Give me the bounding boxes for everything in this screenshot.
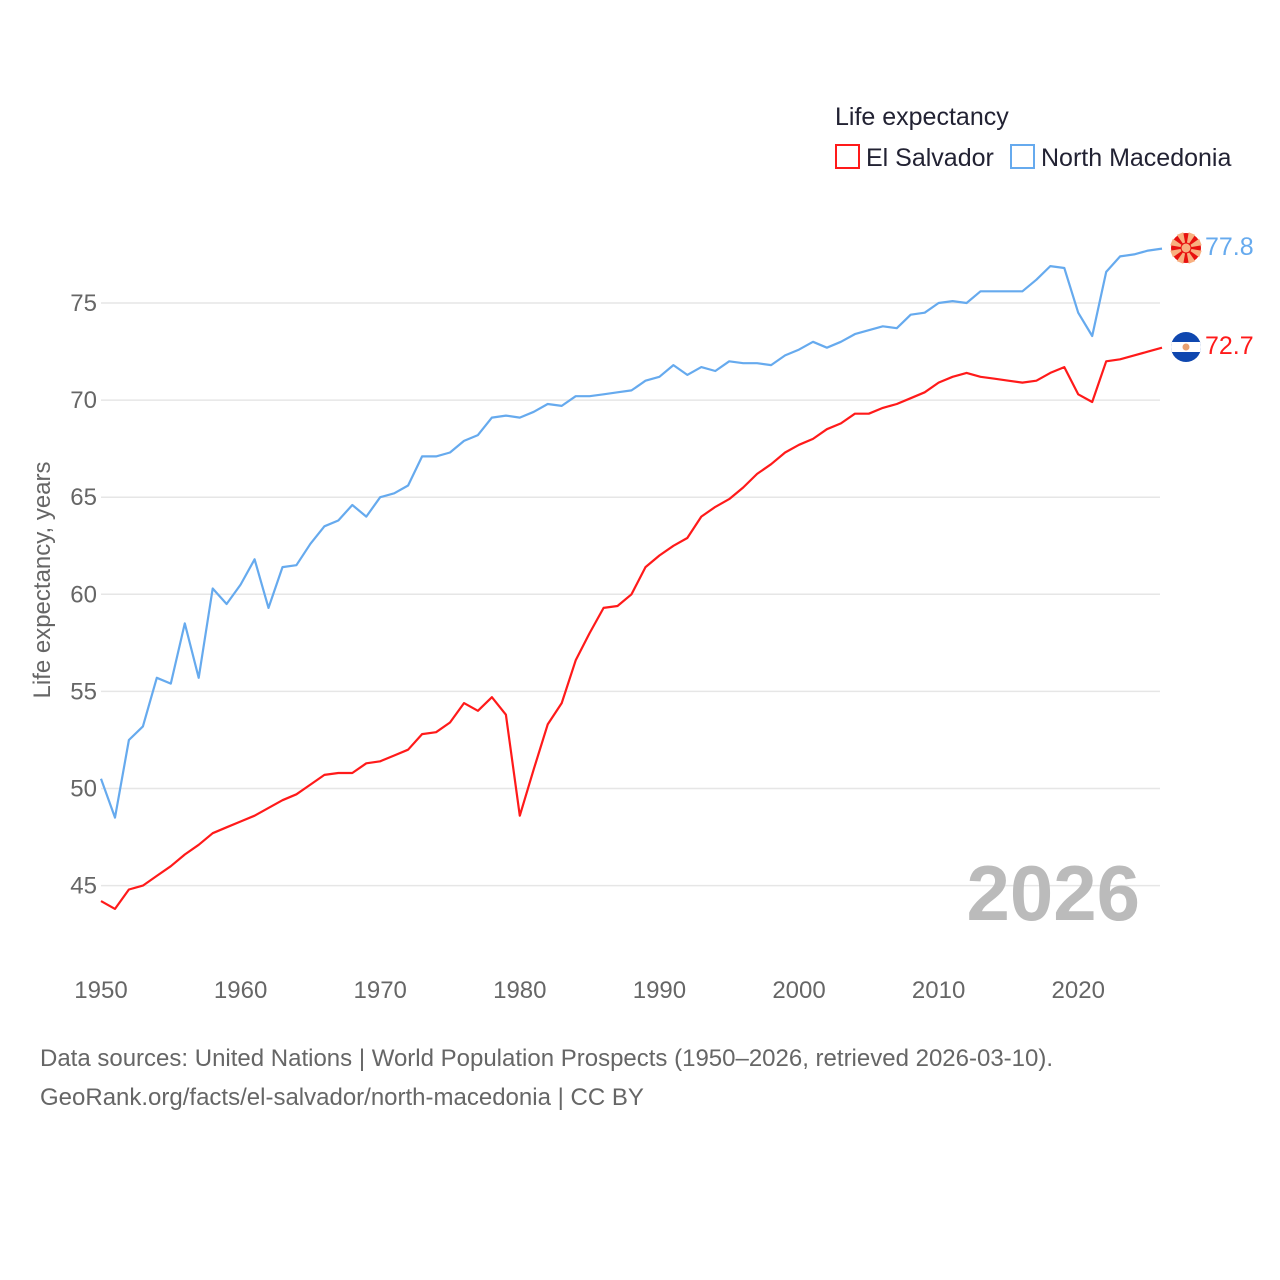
series-lines bbox=[99, 247, 1163, 911]
legend-swatch-north-macedonia bbox=[1010, 144, 1035, 169]
y-tick-50: 50 bbox=[70, 776, 97, 803]
gridlines bbox=[101, 302, 1160, 887]
y-tick-45: 45 bbox=[70, 873, 97, 900]
year-annotation: 2026 bbox=[966, 849, 1140, 937]
y-tick-75: 75 bbox=[70, 290, 97, 317]
y-tick-55: 55 bbox=[70, 678, 97, 705]
end-label-north-macedonia: 77.8 bbox=[1205, 233, 1254, 261]
legend-item-north-macedonia[interactable]: North Macedonia bbox=[1010, 144, 1231, 172]
source-line-2[interactable]: GeoRank.org/facts/el-salvador/north-mace… bbox=[40, 1084, 644, 1111]
y-axis-label: Life expectancy, years bbox=[29, 461, 56, 698]
source-line-1: Data sources: United Nations | World Pop… bbox=[40, 1045, 1054, 1072]
x-tick-1950: 1950 bbox=[74, 977, 127, 1004]
life-expectancy-chart: 45 50 55 60 65 70 75 1950 1960 1970 1980 1990 2000 2… bbox=[29, 103, 1254, 1004]
series-line-el-salvador bbox=[100, 346, 1163, 911]
legend-label-north-macedonia: North Macedonia bbox=[1041, 144, 1231, 172]
y-tick-65: 65 bbox=[70, 484, 97, 511]
y-tick-70: 70 bbox=[70, 387, 97, 414]
x-tick-1990: 1990 bbox=[633, 977, 686, 1004]
el-salvador-flag-icon bbox=[1171, 332, 1201, 362]
x-axis-ticks: 1950 1960 1970 1980 1990 2000 2010 2020 bbox=[74, 977, 1105, 1004]
x-tick-2000: 2000 bbox=[772, 977, 825, 1004]
flag-sun bbox=[1180, 242, 1192, 254]
series-line-north-macedonia bbox=[99, 247, 1163, 819]
north-macedonia-flag-icon bbox=[1170, 232, 1202, 264]
legend-title: Life expectancy bbox=[835, 103, 1009, 131]
x-tick-2010: 2010 bbox=[912, 977, 965, 1004]
x-tick-1970: 1970 bbox=[354, 977, 407, 1004]
legend-label-el-salvador: El Salvador bbox=[866, 144, 994, 172]
y-tick-60: 60 bbox=[70, 581, 97, 608]
x-tick-1980: 1980 bbox=[493, 977, 546, 1004]
x-tick-2020: 2020 bbox=[1052, 977, 1105, 1004]
legend-swatch-el-salvador bbox=[835, 144, 860, 169]
legend-item-el-salvador[interactable]: El Salvador bbox=[835, 144, 994, 172]
x-tick-1960: 1960 bbox=[214, 977, 267, 1004]
y-axis-ticks: 45 50 55 60 65 70 75 bbox=[70, 290, 97, 900]
end-label-el-salvador: 72.7 bbox=[1205, 332, 1254, 360]
